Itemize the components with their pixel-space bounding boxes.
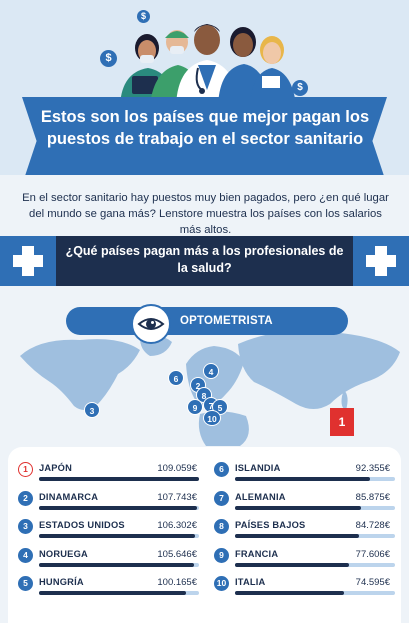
rank-badge: 4: [18, 547, 33, 563]
ranking-row: 10 ITALIA 74.595€: [214, 576, 395, 598]
ranking-row: 7 ALEMANIA 85.875€: [214, 490, 395, 513]
rank-badge: 5: [18, 576, 33, 591]
map-pin[interactable]: 3: [84, 402, 100, 418]
question-bar: [0, 236, 409, 286]
ranking-row: 4 NORUEGA 105.646€: [18, 547, 199, 570]
question-heading: ¿Qué países pagan más a los profesionale…: [65, 244, 344, 275]
country-name: PAÍSES BAJOS: [235, 520, 306, 530]
map-pin[interactable]: 10: [203, 410, 221, 426]
map-pin[interactable]: 9: [187, 399, 203, 415]
eye-icon: [137, 318, 165, 330]
salary-bar: [39, 534, 195, 538]
rank-badge: 1: [18, 462, 33, 477]
profession-pill: [66, 307, 348, 335]
country-name: NORUEGA: [39, 548, 88, 559]
country-name: FRANCIA: [235, 548, 279, 559]
salary-value: 85.875€: [355, 491, 390, 503]
ranking-row: 9 FRANCIA 77.606€: [214, 547, 395, 570]
salary-bar-track: [39, 477, 199, 481]
salary-bar: [39, 562, 194, 567]
salary-value: 105.646€: [157, 548, 197, 560]
salary-bar-track: [39, 534, 199, 538]
salary-bar-track: [235, 562, 395, 567]
ranking-row: 8 PAÍSES BAJOS 84.728€: [214, 519, 395, 541]
ranking-row: 5 HUNGRÍA 100.165€: [18, 576, 199, 598]
country-name: HUNGRÍA: [39, 577, 84, 587]
salary-value: 74.595€: [355, 577, 390, 588]
plus-badge-left: [0, 236, 56, 286]
salary-value: 92.355€: [355, 463, 390, 474]
rank-badge: 10: [214, 576, 229, 591]
hero-section: $ $ $ $: [0, 0, 409, 175]
salary-bar: [235, 591, 345, 595]
country-name: ESTADOS UNIDOS: [39, 520, 125, 530]
salary-value: 84.728€: [355, 520, 390, 531]
salary-bar: [39, 477, 199, 481]
country-name: ISLANDIA: [235, 463, 281, 473]
rank-badge: 7: [214, 490, 229, 506]
profession-label: OPTOMETRISTA: [180, 315, 273, 327]
salary-value: 109.059€: [157, 463, 197, 474]
rank-badge: 2: [18, 490, 33, 506]
salary-bar-track: [235, 477, 395, 481]
ranking-row: 3 ESTADOS UNIDOS 106.302€: [18, 519, 199, 541]
plus-icon: [366, 246, 396, 276]
map-pin[interactable]: 4: [203, 363, 219, 379]
ranking-row: 6 ISLANDIA 92.355€: [214, 462, 395, 484]
salary-bar: [235, 562, 349, 567]
salary-bar: [235, 477, 371, 481]
salary-bar-track: [39, 562, 199, 567]
rank-badge: 8: [214, 519, 229, 534]
map-pin-highlight[interactable]: 1: [330, 408, 354, 436]
salary-bar-track: [39, 505, 199, 510]
country-name: ALEMANIA: [235, 491, 286, 502]
dollar-icon: $: [100, 50, 117, 67]
rank-badge: 9: [214, 547, 229, 563]
dollar-icon: $: [292, 80, 308, 96]
country-name: JAPÓN: [39, 463, 73, 473]
salary-value: 107.743€: [157, 491, 197, 503]
rank-badge: 6: [214, 462, 229, 477]
salary-bar-track: [235, 591, 395, 595]
country-name: DINAMARCA: [39, 491, 99, 502]
nurse-figure: [250, 36, 296, 105]
salary-bar-track: [39, 591, 199, 595]
dollar-icon: $: [137, 10, 150, 23]
rank-badge: 3: [18, 519, 33, 534]
salary-value: 77.606€: [355, 548, 390, 560]
salary-bar: [235, 534, 360, 538]
ranking-row: 1 JAPÓN 109.059€: [18, 462, 199, 484]
ranking-row: 2 DINAMARCA 107.743€: [18, 490, 199, 513]
eye-badge: [131, 304, 171, 344]
map-pin[interactable]: 6: [168, 370, 184, 386]
salary-bar: [235, 505, 361, 510]
country-name: ITALIA: [235, 577, 266, 587]
salary-bar-track: [235, 505, 395, 510]
medical-staff-illustration: [120, 24, 296, 105]
intro-text: En el sector sanitario hay puestos muy b…: [22, 192, 389, 236]
title-banner: [22, 97, 387, 175]
salary-bar: [39, 591, 186, 595]
salary-bar-track: [235, 534, 395, 538]
plus-icon: [13, 246, 43, 276]
salary-value: 106.302€: [157, 520, 197, 531]
page-title: Estos son los países que mejor pagan los…: [40, 108, 370, 148]
plus-badge-right: [353, 236, 409, 286]
salary-value: 100.165€: [157, 577, 197, 588]
salary-bar: [39, 505, 198, 510]
